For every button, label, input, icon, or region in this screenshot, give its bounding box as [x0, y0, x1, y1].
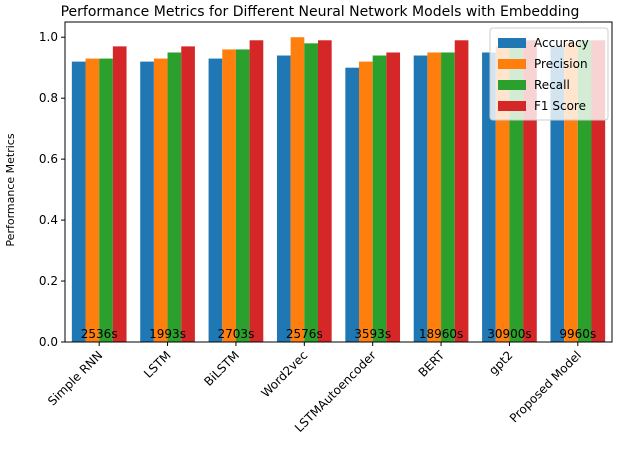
bar — [235, 49, 250, 343]
legend-label: Precision — [534, 57, 588, 71]
y-tick-label: 0.6 — [39, 152, 58, 166]
bar — [85, 58, 100, 342]
y-tick-label: 0.0 — [39, 335, 58, 349]
x-tick-label: BERT — [416, 348, 448, 380]
bar — [441, 52, 455, 342]
bar — [454, 40, 469, 343]
y-tick-label: 0.8 — [39, 91, 58, 105]
bar — [276, 55, 291, 343]
legend-label: Accuracy — [534, 36, 589, 50]
x-tick-label: gpt2 — [486, 348, 515, 377]
bar — [304, 43, 318, 342]
chart-title: Performance Metrics for Different Neural… — [61, 4, 580, 20]
y-tick-label: 0.4 — [39, 213, 58, 227]
axes-frame — [64, 21, 613, 343]
y-axis-label: Performance Metrics — [4, 133, 17, 246]
annotation: 2576s — [286, 327, 323, 341]
bar — [413, 55, 428, 343]
legend-swatch — [498, 38, 526, 48]
bar — [71, 61, 86, 342]
bar — [345, 67, 360, 342]
annotation: 2703s — [218, 327, 255, 341]
y-tick-label: 0.2 — [39, 274, 58, 288]
annotation: 30900s — [487, 327, 531, 341]
bar — [249, 40, 264, 343]
bar — [427, 52, 442, 342]
bar — [181, 46, 195, 342]
legend-frame — [489, 27, 609, 121]
x-tick-label: Word2vec — [258, 348, 310, 400]
bar — [140, 61, 154, 342]
bar — [112, 46, 127, 342]
x-tick-label: Proposed Model — [507, 348, 584, 425]
legend-label: F1 Score — [534, 99, 586, 113]
bar — [482, 52, 496, 342]
bar — [386, 52, 401, 342]
x-tick-label: LSTM — [141, 348, 174, 381]
bar — [99, 58, 113, 342]
bar — [372, 55, 387, 343]
annotation: 9960s — [559, 327, 596, 341]
annotation: 18960s — [419, 327, 463, 341]
bar — [290, 37, 305, 342]
annotation: 1993s — [149, 327, 186, 341]
bar — [317, 40, 332, 343]
annotation: 3593s — [354, 327, 391, 341]
x-tick-label: BiLSTM — [201, 348, 242, 389]
legend-label: Recall — [534, 78, 570, 92]
bar — [208, 58, 223, 342]
bar — [359, 61, 373, 342]
y-tick-label: 1.0 — [39, 30, 58, 44]
legend-swatch — [498, 59, 526, 69]
annotation: 2536s — [81, 327, 118, 341]
legend-swatch — [498, 101, 526, 111]
bar — [167, 52, 182, 342]
legend: Accuracy Precision Recall F1 Score — [489, 27, 609, 121]
x-tick-label: Simple RNN — [45, 348, 105, 408]
bar — [222, 49, 236, 343]
legend-swatch — [498, 80, 526, 90]
bar — [153, 58, 168, 342]
